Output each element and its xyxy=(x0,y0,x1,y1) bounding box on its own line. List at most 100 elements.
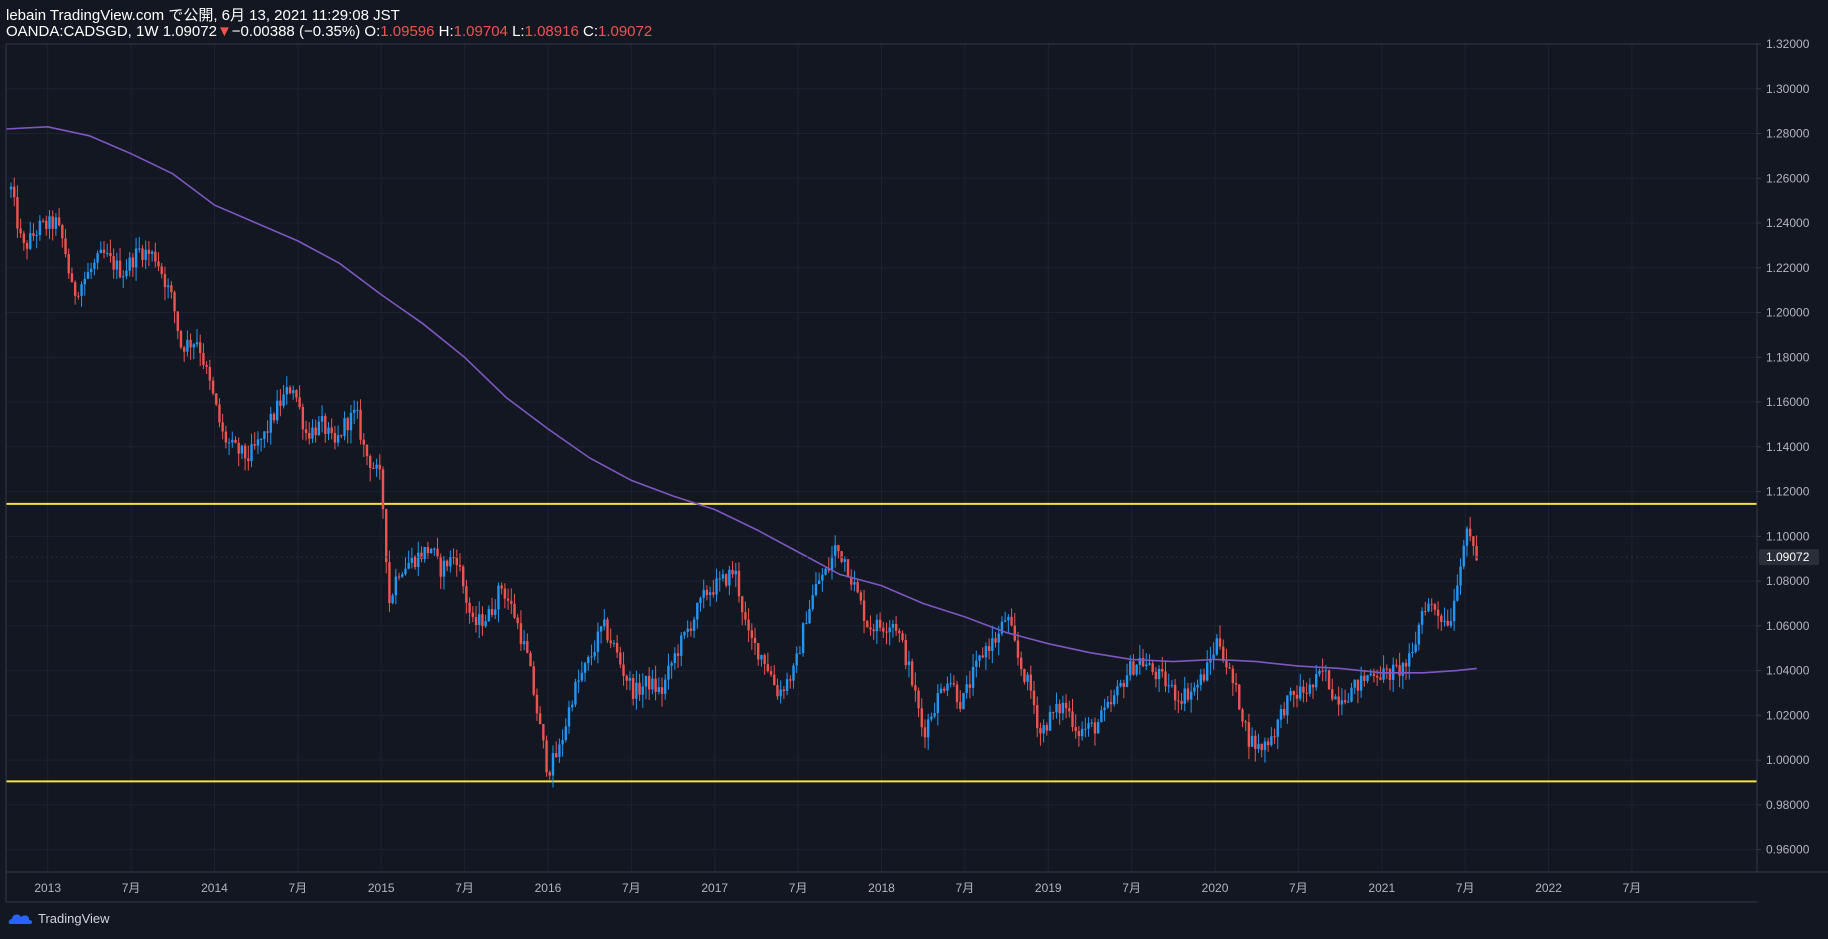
candle-body xyxy=(1369,673,1372,676)
low-label: L: xyxy=(512,23,525,40)
candle-body xyxy=(583,663,587,673)
candle-body xyxy=(644,675,648,687)
tradingview-brand[interactable]: TradingView xyxy=(8,911,110,926)
candle-413 xyxy=(1334,694,1337,700)
candle-body xyxy=(41,220,45,222)
candle-101 xyxy=(333,425,337,450)
candle-22 xyxy=(80,281,83,307)
candle-body xyxy=(83,278,86,285)
candle-body xyxy=(1266,741,1270,746)
candle-260 xyxy=(843,556,847,572)
candle-body xyxy=(394,576,398,596)
candle-390 xyxy=(1260,743,1263,758)
candle-273 xyxy=(885,622,888,645)
y-tick-label-3: 1.02000 xyxy=(1766,708,1810,722)
candle-body xyxy=(817,580,821,584)
candle-body xyxy=(115,260,119,270)
time-axis[interactable]: 2013 7月 2014 7月 2015 7月 2016 7月 2017 7月 2018 7月 2019… xyxy=(34,881,1641,895)
y-tick-label-14: 1.24000 xyxy=(1766,216,1810,230)
candle-139 xyxy=(455,549,458,577)
candle-295 xyxy=(955,680,959,709)
candle-body xyxy=(798,653,802,655)
candle-body xyxy=(615,643,619,653)
candle-392 xyxy=(1266,737,1270,752)
x-tick-label-15: 7月 xyxy=(1289,881,1308,895)
candle-body xyxy=(54,217,58,229)
candle-body xyxy=(1408,653,1411,667)
candle-28 xyxy=(99,241,102,254)
candle-346 xyxy=(1119,679,1122,688)
x-tick-label-17: 7月 xyxy=(1456,881,1475,895)
candle-234 xyxy=(760,654,763,667)
candle-156 xyxy=(510,588,513,615)
candle-body xyxy=(846,559,850,577)
candle-body xyxy=(138,248,141,250)
candle-145 xyxy=(474,606,478,633)
candle-294 xyxy=(952,675,956,687)
candle-293 xyxy=(949,673,952,688)
horizontal-lines[interactable] xyxy=(6,502,1757,783)
high-value: 1.09704 xyxy=(453,23,508,40)
candle-226 xyxy=(734,562,737,588)
candle-body xyxy=(1424,611,1427,613)
tradingview-logo-icon xyxy=(8,914,33,924)
candle-363 xyxy=(1173,678,1177,711)
candle-body xyxy=(1007,616,1010,621)
candle-441 xyxy=(1424,601,1427,616)
candle-330 xyxy=(1068,700,1071,718)
candle-213 xyxy=(692,616,696,638)
candle-body xyxy=(1209,658,1212,663)
candle-body xyxy=(317,421,321,436)
candle-body xyxy=(513,603,516,618)
candle-252 xyxy=(817,572,821,585)
candle-body xyxy=(689,628,693,631)
candle-body xyxy=(112,256,115,270)
candle-body xyxy=(920,708,923,728)
candle-421 xyxy=(1359,666,1363,698)
candle-75 xyxy=(250,433,253,468)
candle-296 xyxy=(959,690,962,713)
candle-body xyxy=(1302,686,1305,693)
candle-body xyxy=(378,464,382,470)
candle-body xyxy=(1254,735,1257,749)
candle-body xyxy=(1167,685,1170,687)
candle-body xyxy=(263,431,266,440)
candle-303 xyxy=(981,647,984,659)
candle-body xyxy=(1270,736,1273,746)
symbol-name[interactable]: OANDA:CADSGD, 1W xyxy=(6,23,159,40)
candle-body xyxy=(166,285,170,288)
x-tick-label-4: 2015 xyxy=(368,881,395,895)
candle-body xyxy=(346,418,349,431)
candle-286 xyxy=(926,713,930,750)
candle-126 xyxy=(413,555,417,570)
candle-body xyxy=(45,220,48,229)
candle-2 xyxy=(16,185,19,239)
candle-15 xyxy=(57,207,61,227)
candle-body xyxy=(1343,700,1347,703)
candle-119 xyxy=(391,593,394,605)
candle-450 xyxy=(1452,588,1456,631)
candle-body xyxy=(1282,709,1286,716)
candle-31 xyxy=(109,239,112,263)
candle-291 xyxy=(943,686,946,694)
price-axis[interactable]: 0.96000 0.98000 1.00000 1.02000 1.04000 1.060… xyxy=(1757,37,1810,857)
candle-body xyxy=(519,623,523,645)
candle-body xyxy=(882,627,885,632)
candle-451 xyxy=(1456,574,1459,602)
candle-57 xyxy=(192,343,195,360)
candle-111 xyxy=(365,444,369,466)
candle-body xyxy=(1356,679,1360,691)
candle-body xyxy=(1039,728,1042,734)
candle-body xyxy=(532,666,535,695)
candle-313 xyxy=(1013,613,1016,642)
candle-body xyxy=(1000,621,1004,634)
candle-body xyxy=(1023,669,1026,682)
candle-240 xyxy=(779,680,782,704)
candle-231 xyxy=(750,623,754,650)
candle-418 xyxy=(1350,682,1353,703)
candle-body xyxy=(1026,674,1029,682)
candle-258 xyxy=(837,544,840,559)
candle-body xyxy=(449,557,452,567)
candle-body xyxy=(965,684,968,694)
